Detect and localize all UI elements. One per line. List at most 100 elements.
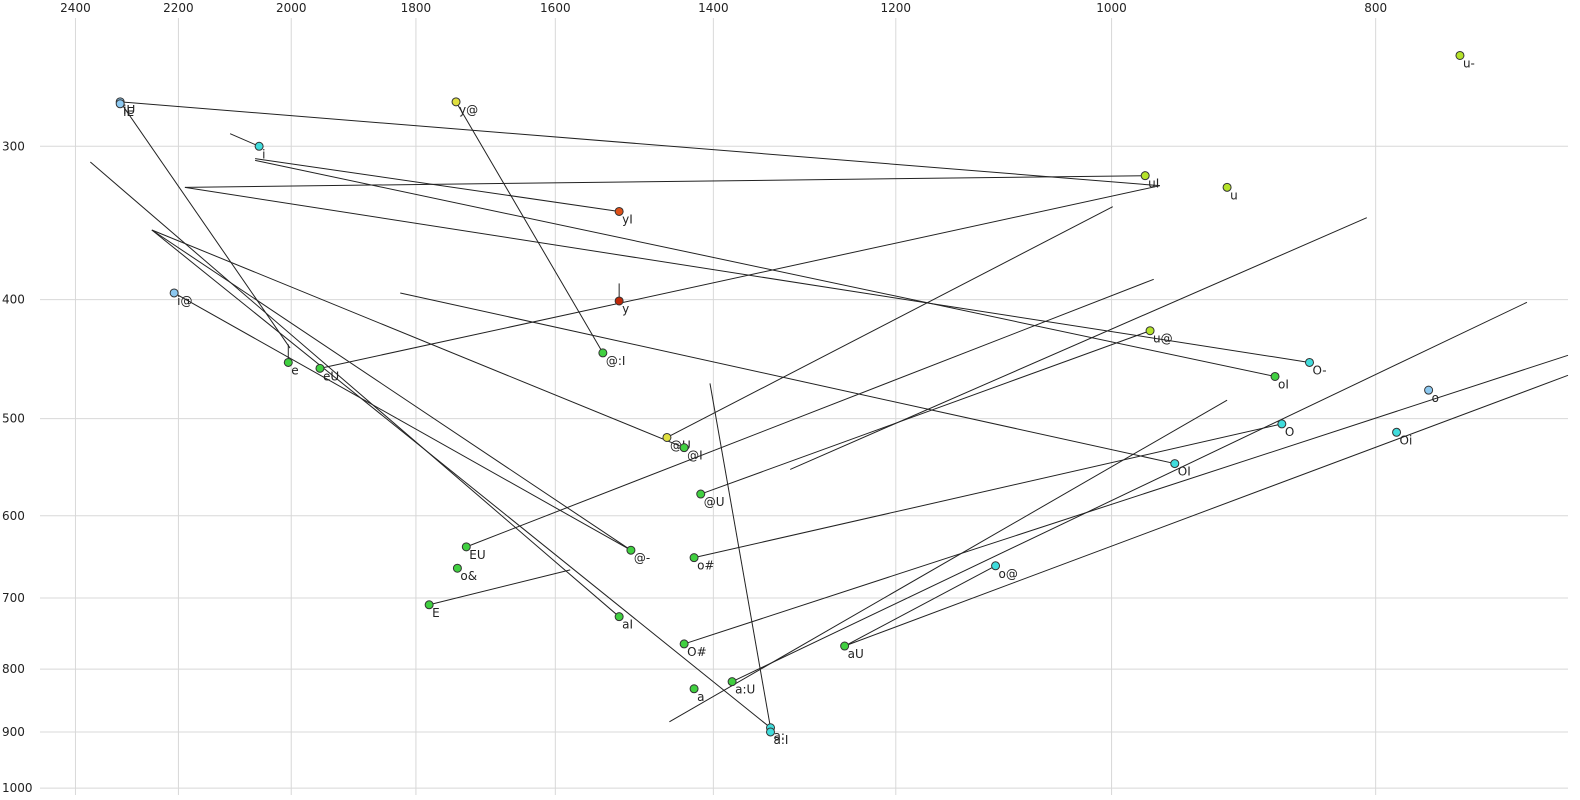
x-tick-label: 800 bbox=[1364, 1, 1387, 15]
x-tick-label: 1600 bbox=[540, 1, 571, 15]
vowel-point bbox=[614, 206, 624, 216]
vowel-point bbox=[461, 542, 471, 552]
trajectory bbox=[151, 229, 632, 551]
vowel-point bbox=[1222, 182, 1232, 192]
trajectory bbox=[693, 423, 1282, 559]
trajectory bbox=[844, 565, 996, 647]
vowel-label: y bbox=[622, 302, 629, 316]
vowel-label: iU bbox=[123, 103, 135, 117]
trajectory bbox=[119, 101, 291, 349]
trajectory bbox=[466, 278, 1154, 548]
vowel-label: Oi bbox=[1400, 433, 1413, 447]
vowel-label: @- bbox=[634, 551, 650, 565]
vowel-point bbox=[679, 443, 689, 453]
vowel-label: a bbox=[697, 690, 704, 704]
grid bbox=[40, 18, 1568, 795]
trajectory bbox=[400, 292, 1175, 465]
vowel-point bbox=[679, 639, 689, 649]
vowel-label: iE bbox=[123, 105, 134, 119]
vowel-label: i bbox=[262, 147, 265, 161]
vowel-point bbox=[840, 641, 850, 651]
trajectory bbox=[255, 158, 620, 212]
trajectory bbox=[429, 569, 571, 606]
y-tick-label: 300 bbox=[2, 139, 25, 153]
x-tick-label: 1200 bbox=[881, 1, 912, 15]
vowel-point bbox=[283, 357, 293, 367]
vowel-point bbox=[614, 612, 624, 622]
vowel-point bbox=[452, 563, 462, 573]
y-tick-label: 900 bbox=[2, 725, 25, 739]
trajectory bbox=[151, 229, 771, 729]
vowel-label: e bbox=[291, 363, 298, 377]
trajectory bbox=[319, 185, 1160, 369]
vowel-point bbox=[662, 432, 672, 442]
vowel-point bbox=[451, 97, 461, 107]
trajectories bbox=[90, 101, 1569, 729]
vowel-label: u- bbox=[1463, 56, 1475, 70]
vowel-label: @U bbox=[704, 495, 725, 509]
vowel-label: eU bbox=[323, 369, 339, 383]
trajectory bbox=[184, 175, 1146, 188]
vowel-point bbox=[254, 141, 264, 151]
tick-labels: 2400 2200 2000 1800 1600 1400 1200 1000 800 300 40… bbox=[2, 1, 1387, 795]
vowel-point bbox=[315, 363, 325, 373]
vowel-point bbox=[1270, 371, 1280, 381]
vowel-point bbox=[1424, 385, 1434, 395]
vowel-label: y@ bbox=[459, 103, 478, 117]
vowel-label: aU bbox=[848, 647, 864, 661]
vowel-label: u bbox=[1230, 188, 1238, 202]
vowel-label: aI bbox=[622, 618, 633, 632]
vowel-point bbox=[727, 677, 737, 687]
vowel-label: @:I bbox=[606, 354, 626, 368]
trajectory bbox=[229, 133, 260, 147]
x-tick-label: 1800 bbox=[401, 1, 432, 15]
vowel-label: EU bbox=[469, 548, 485, 562]
vowel-point bbox=[169, 288, 179, 298]
x-tick-label: 1000 bbox=[1096, 1, 1127, 15]
vowel-point bbox=[1392, 427, 1402, 437]
vowel-point bbox=[1170, 459, 1180, 469]
vowel-point bbox=[991, 561, 1001, 571]
vowel-label: a:U bbox=[735, 683, 755, 697]
trajectory bbox=[173, 292, 632, 551]
y-tick-label: 600 bbox=[2, 509, 25, 523]
trajectory bbox=[120, 101, 1160, 187]
vowel-label: O- bbox=[1312, 363, 1326, 377]
vowel-point bbox=[598, 348, 608, 358]
trajectory bbox=[731, 301, 1528, 683]
y-tick-label: 400 bbox=[2, 293, 25, 307]
trajectory bbox=[184, 186, 1310, 363]
vowel-point bbox=[1455, 50, 1465, 60]
vowel-point bbox=[115, 99, 125, 109]
trajectory bbox=[455, 101, 604, 354]
trajectory bbox=[666, 206, 1113, 438]
vowel-label: oI bbox=[1278, 377, 1289, 391]
vowel-point bbox=[1145, 326, 1155, 336]
vowel-label: i@ bbox=[177, 294, 192, 308]
vowel-point bbox=[1277, 419, 1287, 429]
vowel-label: O# bbox=[687, 645, 707, 659]
vowel-label: @I bbox=[687, 449, 703, 463]
vowel-point bbox=[1304, 357, 1314, 367]
trajectory bbox=[90, 161, 620, 618]
vowel-label: a: bbox=[774, 729, 785, 743]
vowel-label: a:I bbox=[774, 733, 789, 747]
x-tick-label: 2400 bbox=[60, 1, 91, 15]
vowel-point bbox=[689, 553, 699, 563]
trajectory bbox=[789, 217, 1368, 470]
vowel-label: OI bbox=[1178, 465, 1191, 479]
vowel-label: yI bbox=[622, 212, 633, 226]
vowel-label: uI bbox=[1148, 177, 1159, 191]
x-tick-label: 2200 bbox=[163, 1, 194, 15]
vowel-label: O bbox=[1285, 425, 1294, 439]
vowel-label: u@ bbox=[1153, 332, 1173, 346]
vowel-point bbox=[1140, 171, 1150, 181]
y-tick-label: 1000 bbox=[2, 781, 33, 795]
vowel-point bbox=[614, 296, 624, 306]
trajectory bbox=[669, 399, 1228, 723]
trajectory bbox=[254, 159, 1276, 377]
trajectory bbox=[709, 383, 772, 728]
